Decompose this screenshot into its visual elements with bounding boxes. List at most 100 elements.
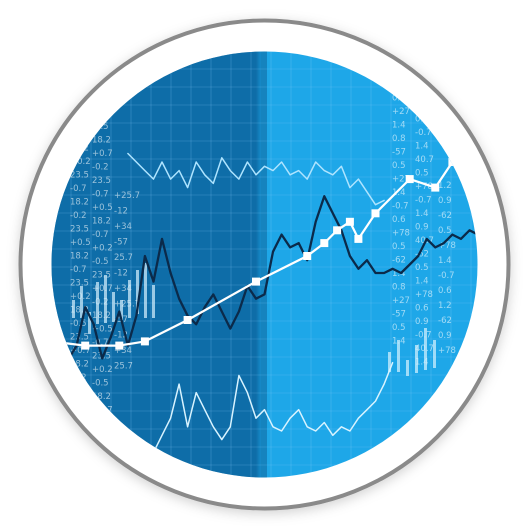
ticker-value: -57 xyxy=(392,310,406,320)
ticker-value: +27 xyxy=(392,107,410,117)
ticker-value: 1.4 xyxy=(415,142,429,152)
volume-bar xyxy=(433,340,436,368)
volume-bar xyxy=(88,312,91,334)
trend-marker xyxy=(431,183,440,192)
ticker-value: -0.2 xyxy=(92,298,109,308)
ticker-value: -0.7 xyxy=(415,331,432,341)
volume-bar xyxy=(144,263,147,318)
trend-marker xyxy=(183,316,192,324)
ticker-value: 1.2 xyxy=(438,181,452,191)
ticker-value: -57 xyxy=(114,238,128,248)
ticker-value: -0.7 xyxy=(92,190,109,200)
center-divider xyxy=(261,51,267,478)
ticker-value: +34 xyxy=(114,222,132,232)
ticker-value: -0.5 xyxy=(92,257,109,267)
ticker-value: -0.5 xyxy=(70,454,87,464)
volume-bar xyxy=(104,275,107,323)
volume-bar xyxy=(406,360,409,376)
ticker-value: +0.2 xyxy=(92,365,113,375)
volume-bar xyxy=(424,328,427,370)
trend-marker xyxy=(333,226,342,235)
ticker-value: -62 xyxy=(415,250,429,260)
ticker-value: -12 xyxy=(114,331,128,341)
ticker-value: 1.4 xyxy=(392,269,406,279)
volume-bar xyxy=(152,285,155,318)
volume-bar xyxy=(72,300,75,318)
volume-bar xyxy=(120,300,123,320)
ticker-value: 0.5 xyxy=(415,263,429,273)
ticker-value: 1.2 xyxy=(438,301,452,311)
ticker-value: -0.2 xyxy=(92,163,109,173)
trend-marker xyxy=(81,341,90,350)
trend-marker xyxy=(115,341,124,350)
volume-bar xyxy=(415,345,418,373)
ticker-value: 1.4 xyxy=(415,209,429,219)
ticker-value: 0.6 xyxy=(438,286,452,296)
ticker-value: +34 xyxy=(114,284,132,294)
volume-bar xyxy=(112,292,115,322)
ticker-value: -0.7 xyxy=(415,196,432,206)
ticker-value: -62 xyxy=(438,211,452,221)
ticker-value: 1.4 xyxy=(438,256,452,266)
ticker-value: -12 xyxy=(114,269,128,279)
ticker-value: +78 xyxy=(415,290,433,300)
ticker-value: 18.2 xyxy=(70,252,89,262)
ticker-value: 23.5 xyxy=(92,271,111,281)
trend-marker xyxy=(345,217,354,226)
ticker-value: 0.6 xyxy=(392,215,406,225)
ticker-value: +0.5 xyxy=(70,238,91,248)
ticker-value: +78 xyxy=(438,241,456,251)
ticker-value: +0.7 xyxy=(70,346,91,356)
ticker-value: -0.7 xyxy=(392,202,409,212)
ticker-value: 0.5 xyxy=(392,242,406,252)
trend-marker xyxy=(320,239,329,248)
ticker-value: +25.7 xyxy=(114,191,140,201)
trend-marker xyxy=(371,209,380,218)
ticker-value: 0.5 xyxy=(415,169,429,179)
ticker-value: -0.5 xyxy=(92,379,109,389)
ticker-value: -62 xyxy=(438,316,452,326)
ticker-value: 0.8 xyxy=(392,134,406,144)
ticker-value: -0.7 xyxy=(92,230,109,240)
ticker-value: 0.9 xyxy=(415,317,429,327)
volume-bar xyxy=(397,340,400,372)
ticker-value: 0.9 xyxy=(438,196,452,206)
ticker-value: 0.9 xyxy=(415,223,429,233)
ticker-value: +0.7 xyxy=(92,284,113,294)
ticker-value: +34 xyxy=(114,346,132,356)
trend-marker xyxy=(405,175,414,184)
volume-bar xyxy=(96,282,99,324)
ticker-value: 23.5 xyxy=(70,225,89,235)
ticker-value: 1.4 xyxy=(415,358,429,368)
ticker-value: 18.2 xyxy=(70,360,89,370)
ticker-value: +0.7 xyxy=(92,149,113,159)
ticker-value: -0.5 xyxy=(70,319,87,329)
volume-bar xyxy=(136,270,139,314)
ticker-value: +0.2 xyxy=(92,244,113,254)
ticker-value: 18.2 xyxy=(70,306,89,316)
ticker-value: -57 xyxy=(392,148,406,158)
ticker-value: 18.2 xyxy=(92,217,111,227)
volume-bar xyxy=(80,286,83,318)
ticker-value: 23.5 xyxy=(92,176,111,186)
ticker-value: 1.4 xyxy=(415,277,429,287)
light-top-wave xyxy=(127,152,385,206)
ticker-value: 0.9 xyxy=(438,331,452,341)
ticker-value: 0.5 xyxy=(438,226,452,236)
ticker-value: -0.2 xyxy=(70,211,87,221)
ticker-value: 18.2 xyxy=(70,198,89,208)
ticker-value: 0.5 xyxy=(392,323,406,333)
ticker-value: 1.4 xyxy=(392,188,406,198)
ticker-value: +27 xyxy=(392,296,410,306)
ticker-value: -0.7 xyxy=(92,338,109,348)
ticker-value: +78 xyxy=(392,229,410,239)
ticker-value: +78 xyxy=(438,346,456,356)
mini-volume-bars xyxy=(72,263,436,376)
ticker-value: 18.2 xyxy=(70,468,89,478)
ticker-value: -62 xyxy=(392,256,406,266)
ticker-value: +0.5 xyxy=(92,203,113,213)
ticker-value: +78 xyxy=(415,182,433,192)
ticker-value: 18.2 xyxy=(92,392,111,402)
ticker-value: +25.7 xyxy=(114,300,140,310)
